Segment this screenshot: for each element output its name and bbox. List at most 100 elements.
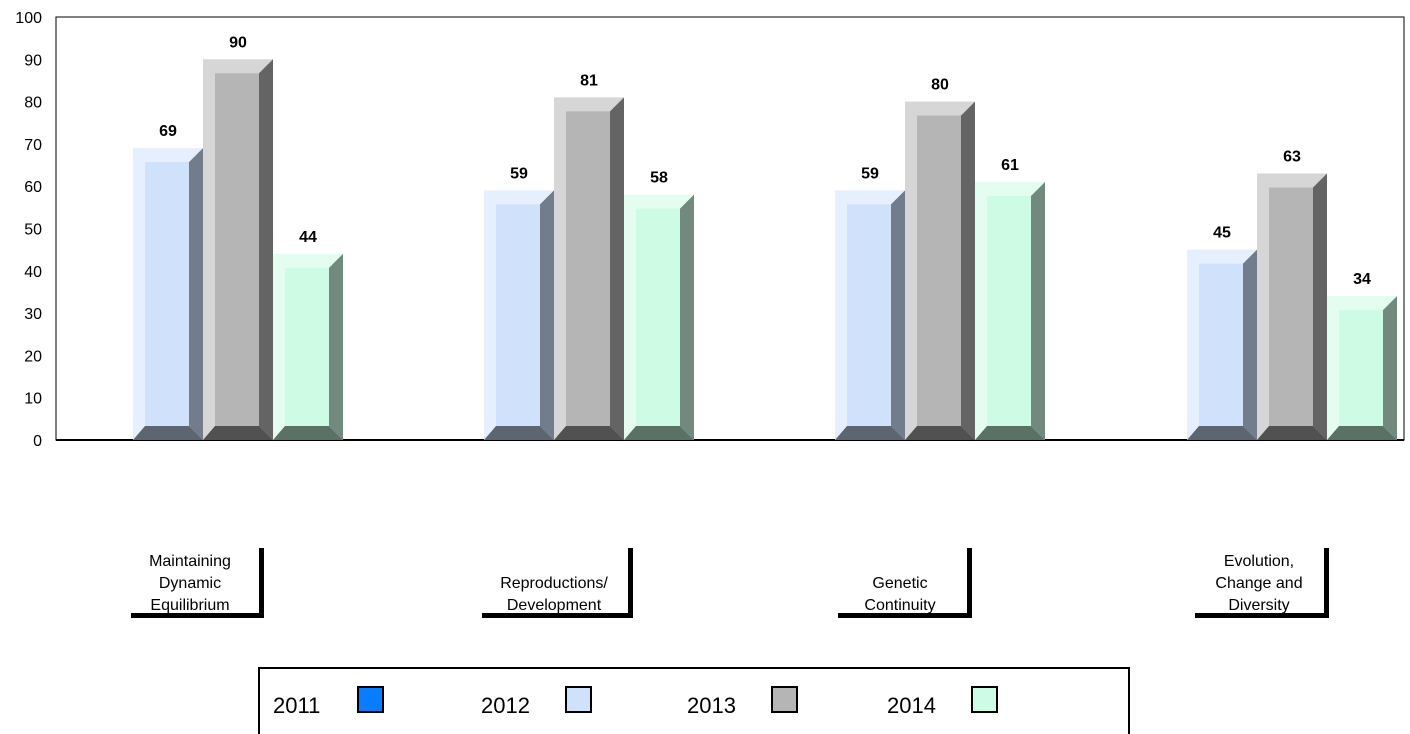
- bar-side: [891, 190, 905, 440]
- bar-base: [554, 426, 624, 440]
- data-label: 63: [1283, 149, 1301, 166]
- bar: [835, 190, 905, 440]
- bar: [273, 253, 343, 440]
- data-label: 59: [510, 165, 528, 182]
- legend-item: 2012: [481, 686, 592, 718]
- bar-face: [215, 73, 259, 427]
- y-tick-label: 70: [24, 137, 42, 154]
- bar-base: [1257, 426, 1327, 440]
- data-label: 90: [229, 34, 247, 51]
- category-labels: Maintaining Dynamic Equilibrium Reproductio…: [131, 548, 1329, 618]
- legend-label: 2011: [273, 693, 320, 718]
- bar: [1257, 173, 1327, 440]
- bar-face: [987, 195, 1031, 426]
- y-axis: 0 10 20 30 40 50 60 70 80 90 100: [15, 10, 42, 450]
- category-label: Maintaining Dynamic Equilibrium: [131, 548, 264, 618]
- category-bracket-side: [259, 548, 264, 618]
- bar-face: [1339, 310, 1383, 426]
- bar-base: [905, 426, 975, 440]
- bar-side: [1383, 296, 1397, 440]
- bar-side: [961, 101, 975, 440]
- bar-base: [203, 426, 273, 440]
- data-label: 80: [931, 77, 949, 94]
- y-tick-label: 20: [24, 348, 42, 365]
- legend-label: 2013: [687, 693, 736, 718]
- bar-base: [133, 426, 203, 440]
- category-bracket-base: [131, 613, 263, 618]
- y-tick-label: 0: [33, 433, 42, 450]
- data-label: 61: [1001, 157, 1019, 174]
- bar-side: [680, 194, 694, 440]
- bar-face: [285, 267, 329, 426]
- bar-side: [259, 59, 273, 441]
- bar-face: [1269, 187, 1313, 426]
- y-tick-label: 30: [24, 306, 42, 323]
- category-label-line: Genetic: [872, 575, 927, 592]
- bar: [905, 101, 975, 440]
- y-tick-label: 90: [24, 52, 42, 69]
- category-label-line: Reproductions/: [500, 575, 608, 592]
- bar-base: [273, 426, 343, 440]
- legend-swatch: [771, 686, 798, 713]
- legend-swatch: [971, 686, 998, 713]
- bar: [1327, 296, 1397, 440]
- bar-face: [145, 162, 189, 426]
- category-label: Evolution, Change and Diversity: [1195, 548, 1329, 618]
- data-label: 34: [1353, 271, 1371, 288]
- data-label: 81: [580, 72, 598, 89]
- bar-side: [1313, 173, 1327, 440]
- y-tick-label: 40: [24, 264, 42, 281]
- category-label-line: Maintaining: [149, 553, 231, 570]
- y-tick-label: 60: [24, 179, 42, 196]
- category-bracket-base: [482, 613, 632, 618]
- y-tick-label: 10: [24, 391, 42, 408]
- category-label-line: Diversity: [1228, 597, 1289, 614]
- category-bracket-side: [967, 548, 972, 618]
- y-tick-label: 50: [24, 222, 42, 239]
- bar-side: [1031, 181, 1045, 440]
- legend-item: 2014: [887, 686, 998, 718]
- legend-label: 2012: [481, 693, 530, 718]
- bars: [133, 59, 1397, 441]
- bar-side: [329, 253, 343, 440]
- category-label-line: Change and: [1215, 575, 1302, 592]
- bar: [484, 190, 554, 440]
- bar-side: [610, 97, 624, 441]
- bar-base: [975, 426, 1045, 440]
- category-label: Genetic Continuity: [838, 548, 972, 618]
- bar-base: [1327, 426, 1397, 440]
- bar: [1187, 249, 1257, 440]
- category-label-line: Evolution,: [1224, 553, 1294, 570]
- data-label: 44: [299, 229, 317, 246]
- category-bracket-base: [1195, 613, 1328, 618]
- bar-face: [496, 204, 540, 426]
- legend-item: 2011: [273, 686, 384, 718]
- category-bracket-side: [1324, 548, 1329, 618]
- category-bracket-side: [628, 548, 633, 618]
- legend-swatch: [565, 686, 592, 713]
- category-label-line: Continuity: [864, 597, 935, 614]
- y-tick-label: 100: [15, 10, 42, 27]
- bar-face: [847, 204, 891, 426]
- category-label: Reproductions/Development: [482, 548, 633, 618]
- legend-swatch: [357, 686, 384, 713]
- bar-face: [917, 115, 961, 426]
- bar-face: [566, 111, 610, 427]
- bar: [203, 59, 273, 441]
- category-label-line: Development: [507, 597, 602, 614]
- bar-side: [1243, 249, 1257, 440]
- bar: [133, 148, 203, 440]
- bar-base: [835, 426, 905, 440]
- data-label: 59: [861, 165, 879, 182]
- data-label: 58: [650, 170, 668, 187]
- y-tick-label: 80: [24, 95, 42, 112]
- legend-item: 2013: [687, 686, 798, 718]
- data-label: 69: [159, 123, 177, 140]
- data-label: 45: [1213, 225, 1231, 242]
- bar-base: [1187, 426, 1257, 440]
- category-label-line: Equilibrium: [150, 597, 229, 614]
- category-label-line: Dynamic: [159, 575, 221, 592]
- bar-side: [189, 148, 203, 440]
- bar-side: [540, 190, 554, 440]
